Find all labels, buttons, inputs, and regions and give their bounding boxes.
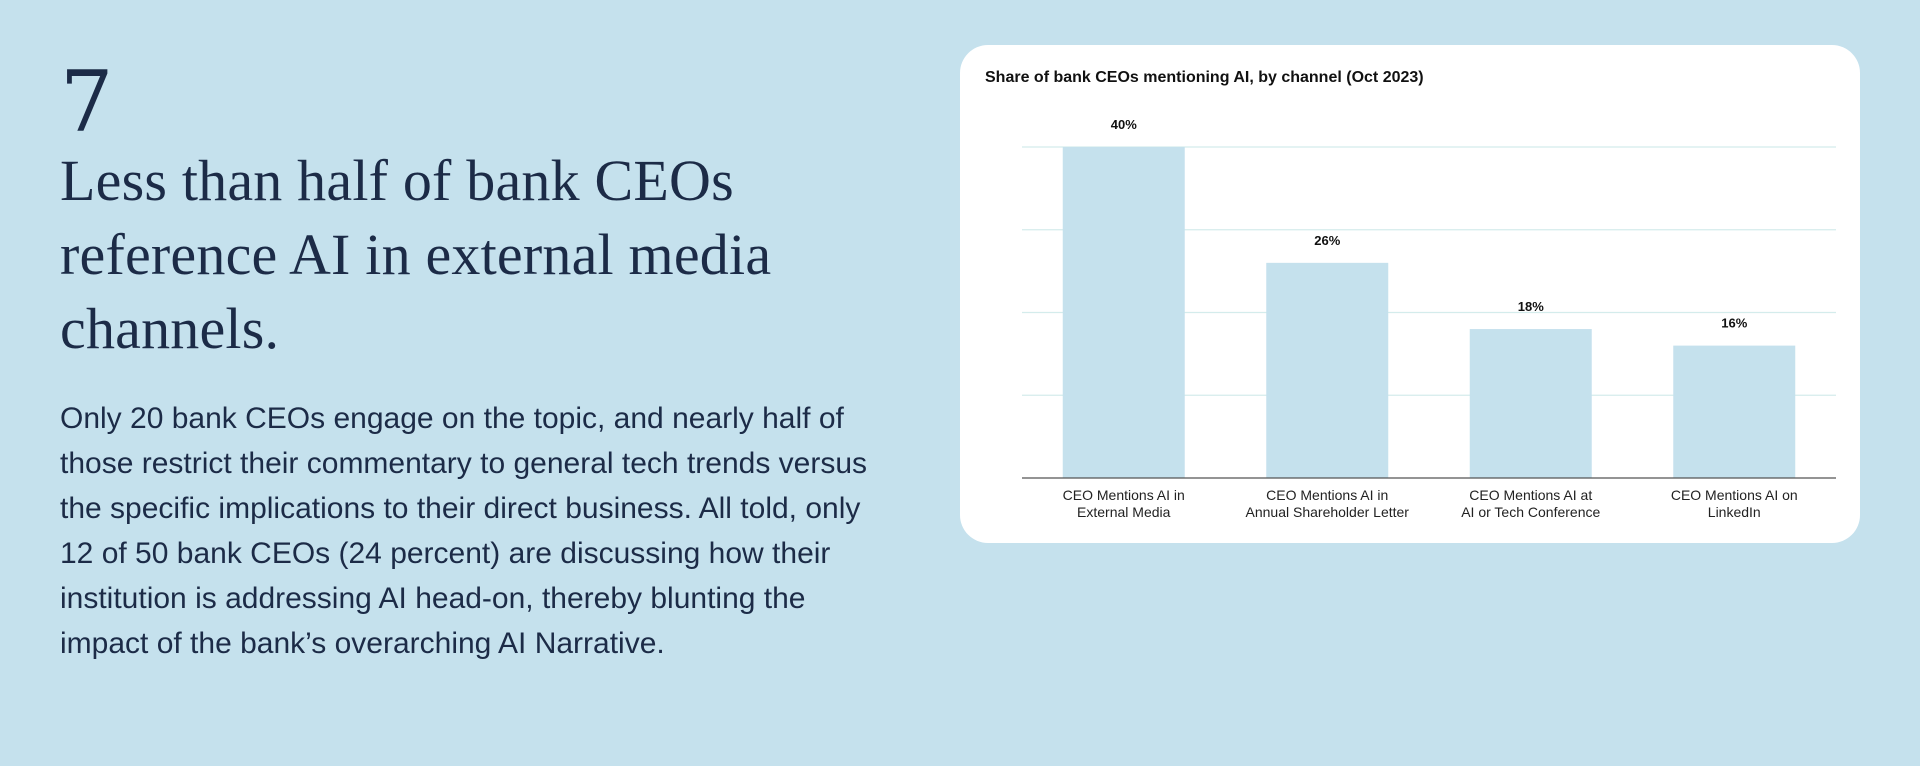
headline: Less than half of bank CEOs reference AI…: [60, 148, 772, 361]
tick-label: CEO Mentions AI on: [1671, 487, 1798, 503]
tick-label: LinkedIn: [1708, 504, 1761, 520]
chart-card: Share of bank CEOs mentioning AI, by cha…: [960, 45, 1860, 543]
bar: [1266, 262, 1389, 478]
chart-title: Share of bank CEOs mentioning AI, by cha…: [985, 69, 1424, 86]
slide-number: 7: [60, 53, 114, 151]
body-text: Only 20 bank CEOs engage on the topic, a…: [60, 402, 868, 660]
bar: [1673, 345, 1796, 478]
data-label: 40%: [1111, 117, 1137, 132]
tick-label: CEO Mentions AI in: [1063, 487, 1185, 503]
data-label: 16%: [1721, 316, 1747, 331]
tick-label: AI or Tech Conference: [1461, 504, 1600, 520]
text-panel: 7 Less than half of bank CEOs reference …: [60, 60, 890, 666]
bar: [1469, 329, 1592, 478]
data-label: 18%: [1518, 299, 1544, 314]
bar: [1062, 147, 1185, 478]
data-label: 26%: [1314, 233, 1340, 248]
tick-label: External Media: [1077, 504, 1171, 520]
tick-label: Annual Shareholder Letter: [1246, 504, 1410, 520]
tick-label: CEO Mentions AI at: [1469, 487, 1592, 503]
tick-label: CEO Mentions AI in: [1266, 487, 1388, 503]
